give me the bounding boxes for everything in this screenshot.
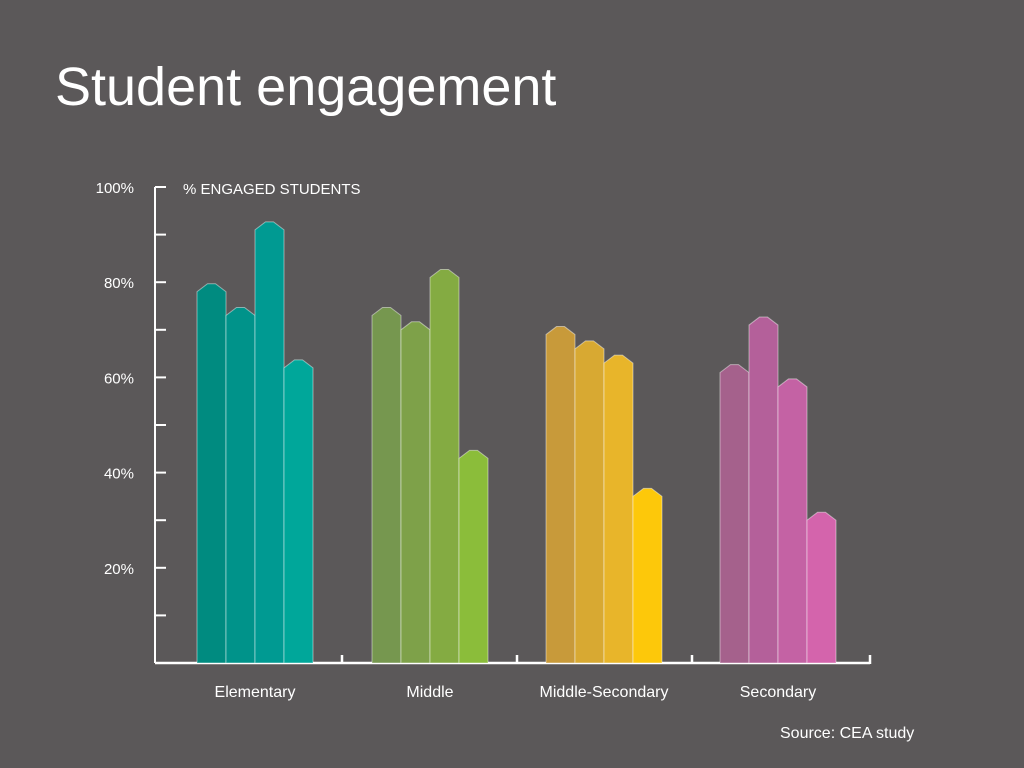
- bar-elementary-1: [196, 283, 227, 664]
- bar-elementary-2: [225, 307, 256, 664]
- bar-middle-3: [429, 268, 460, 664]
- y-tick-label: 60%: [104, 370, 134, 387]
- bar-elementary-4: [283, 359, 314, 664]
- source-note: Source: CEA study: [780, 725, 915, 742]
- x-category-label: Elementary: [215, 684, 296, 701]
- bar-middle-secondary-3: [603, 354, 634, 664]
- bar-secondary-1: [719, 364, 750, 664]
- bar-secondary-3: [777, 378, 808, 664]
- x-category-label: Middle-Secondary: [540, 684, 669, 701]
- bar-middle-secondary-2: [574, 340, 605, 664]
- y-axis-label: % ENGAGED STUDENTS: [183, 181, 361, 198]
- chart-labels: 100% 80% 60% 40% 20% % ENGAGED STUDENTS Elemen…: [96, 180, 817, 701]
- bar-middle-1: [371, 307, 402, 664]
- bar-middle-secondary-4: [632, 487, 663, 664]
- y-tick-label: 40%: [104, 466, 134, 483]
- bar-secondary-2: [748, 316, 779, 664]
- x-category-label: Middle: [406, 684, 453, 701]
- y-tick-label: 20%: [104, 561, 134, 578]
- bar-middle-4: [458, 449, 489, 664]
- bar-middle-secondary-1: [545, 326, 576, 664]
- bar-middle-2: [400, 321, 431, 664]
- bar-secondary-4: [806, 511, 837, 664]
- bar-elementary-3: [254, 221, 285, 664]
- page-title: Student engagement: [55, 57, 557, 117]
- chart-bars: [196, 221, 837, 664]
- x-category-label: Secondary: [740, 684, 817, 701]
- y-tick-label: 100%: [96, 180, 134, 197]
- y-tick-label: 80%: [104, 275, 134, 292]
